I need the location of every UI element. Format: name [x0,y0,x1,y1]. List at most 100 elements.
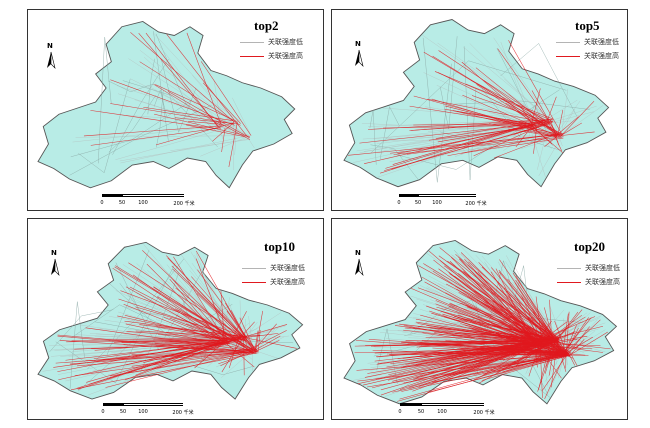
flow-line-high [419,339,554,347]
flow-line-high [434,71,551,121]
flow-line-high [557,110,564,136]
flow-line-low [117,93,226,129]
flow-line-high [535,296,543,344]
flow-line-high [412,338,553,392]
scale-bar: 0 50 100 200 千米 [398,403,495,419]
flow-line-high [462,94,563,139]
flow-line-low [234,124,237,155]
flow-line-high [426,305,567,356]
flow-line-high [528,318,543,342]
flow-line-low [549,305,568,354]
legend-swatch-low [242,268,266,269]
scale-bar: 0 50 100 200 千米 [397,194,487,210]
flow-line-high [145,32,219,128]
flow-line-low [79,324,252,351]
flow-line-high [110,103,235,125]
panel-title: top2 [254,18,279,33]
flow-line-low [385,134,564,139]
flow-line-low [221,350,253,378]
flow-line-high [186,124,246,138]
flow-line-high [431,98,557,138]
flow-lines [42,244,297,396]
flow-line-high [455,254,554,340]
flow-line-low [250,329,271,350]
flow-line-high [569,352,578,367]
flow-line-low [143,56,218,125]
legend-swatch-high [556,56,580,57]
flow-line-high [464,343,536,368]
flow-line-high [124,320,245,338]
flow-line-high [531,88,541,124]
flow-line-high [155,122,234,146]
flow-line-high [555,131,595,137]
legend-swatch-low [240,42,264,43]
flow-line-high [476,84,535,124]
legend-swatch-high [240,56,264,57]
flow-line-high [391,122,551,170]
flow-line-high [418,265,553,340]
flow-line-high [200,61,252,136]
flow-line-high [413,123,530,126]
flow-line-high [229,311,247,342]
flow-line-high [231,310,246,336]
flow-line-high [470,80,547,121]
flow-line-high [551,333,562,341]
flow-line-high [492,331,537,346]
legend-item-low: 关联强度低 [557,261,620,275]
flow-line-high [456,111,558,136]
flow-line-high [555,335,588,342]
region-boundaries [369,36,590,183]
flow-line-high [139,61,241,126]
flow-line-low [568,350,591,354]
scale-bar: 0 50 100 200 千米 [101,403,194,419]
flow-line-high [433,331,554,339]
flow-line-high [537,344,593,350]
flow-lines [348,34,604,178]
flow-line-high [464,259,541,342]
flow-line-low [560,88,569,138]
flow-line-high [459,258,542,344]
flow-line-high [114,337,241,343]
flow-line-high [457,273,565,357]
flow-line-high [53,339,248,368]
flow-line-high [558,116,579,134]
flow-line-low [213,80,222,126]
flow-line-high [564,317,589,353]
flow-line-high [217,121,250,140]
flow-lines [72,32,255,171]
flow-line-high [202,82,241,124]
flow-line-high [541,356,567,392]
map-canvas [343,19,610,188]
flow-line-high [74,351,252,376]
flow-line-high [409,119,553,131]
map-panel-top10: top10 关联强度低 关联强度高 N 0 50 100 200 千米 [27,218,324,420]
flow-line-high [557,331,576,339]
flow-line-high [553,342,611,350]
flow-line-high [461,61,536,127]
flow-line-low [362,126,534,140]
flow-line-high [442,313,571,353]
flow-line-low [464,135,559,138]
map-panel-top20: top20 关联强度低 关联强度高 N 0 50 100 200 千米 [331,218,628,420]
flow-line-high [447,133,564,157]
flow-line-high [408,339,559,388]
flow-line-high [130,32,235,123]
flow-line-high [228,121,238,167]
flow-line-low [552,119,563,147]
legend: 关联强度低 关联强度高 [242,261,305,289]
flow-line-high [489,123,561,137]
flow-line-high [197,269,258,352]
flow-line-high [120,290,244,337]
flow-line-high [257,329,261,354]
flow-line-high [515,275,556,341]
flow-line-high [245,337,297,349]
flow-line-low [368,118,551,127]
flow-line-high [471,95,547,122]
flow-line-high [456,288,540,345]
flow-line-high [131,351,252,356]
flow-line-high [188,121,223,125]
flow-line-high [558,338,578,343]
flow-line-high [498,271,556,340]
flow-line-high [544,307,553,339]
panel-title: top20 [574,239,606,254]
